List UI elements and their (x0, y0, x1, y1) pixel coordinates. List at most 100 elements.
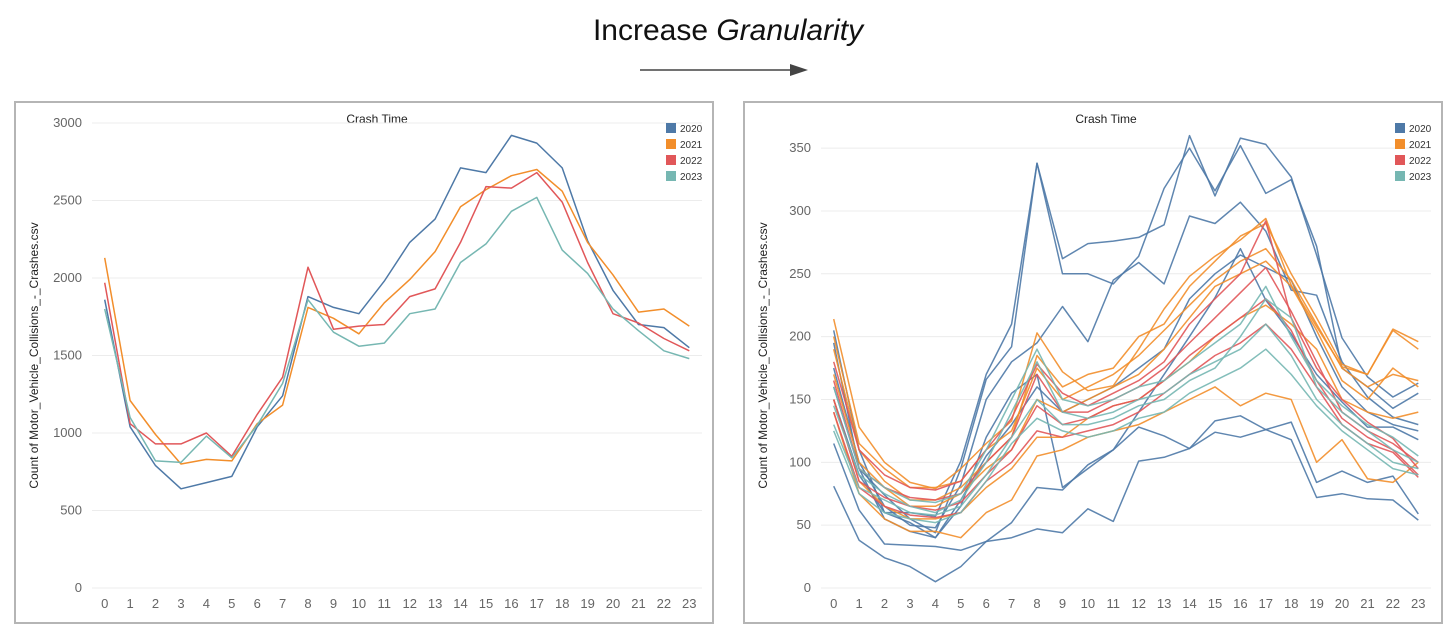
x-tick-label: 3 (906, 596, 913, 611)
legend-label: 2021 (680, 140, 703, 151)
chart-title: Crash Time (346, 112, 408, 126)
y-tick-label: 100 (789, 454, 811, 469)
x-tick-label: 2 (152, 596, 159, 611)
x-tick-label: 1 (856, 596, 863, 611)
series-line-2021 (832, 247, 1419, 489)
x-tick-label: 12 (1131, 596, 1145, 611)
series-line-2022 (103, 171, 690, 458)
y-tick-label: 500 (60, 503, 82, 518)
legend-label: 2023 (680, 172, 703, 183)
legend-swatch (666, 171, 676, 181)
chart-panel-monthly: Crash Time 0 50 100 150 200 250 300 350 0 1 2 3 4 5 6 7 8… (743, 101, 1443, 624)
series-line-2020 (832, 254, 1419, 539)
series-line-2022 (832, 220, 1419, 491)
y-tick-label: 1000 (53, 425, 82, 440)
legend-swatch (1395, 139, 1405, 149)
headline-plain: Increase (592, 14, 717, 47)
legend-label: 2022 (680, 156, 703, 167)
y-tick-label: 2000 (53, 270, 82, 285)
x-tick-label: 7 (279, 596, 286, 611)
x-tick-label: 16 (1233, 596, 1247, 611)
x-tick-label: 9 (330, 596, 337, 611)
x-tick-label: 4 (203, 596, 210, 611)
x-tick-label: 19 (580, 596, 594, 611)
y-tick-label: 150 (789, 391, 811, 406)
series-line-2023 (832, 285, 1419, 504)
x-tick-label: 0 (830, 596, 837, 611)
x-tick-label: 18 (1284, 596, 1298, 611)
x-tick-label: 3 (177, 596, 184, 611)
x-tick-label: 4 (932, 596, 939, 611)
y-tick-label: 0 (75, 580, 82, 595)
y-tick-label: 2500 (53, 193, 82, 208)
series-line-2021 (832, 217, 1419, 490)
x-tick-label: 16 (504, 596, 518, 611)
x-tick-label: 6 (983, 596, 990, 611)
x-tick-label: 15 (479, 596, 493, 611)
legend-swatch (666, 139, 676, 149)
series-line-2022 (832, 323, 1419, 519)
series-line-2020 (832, 247, 1419, 539)
series-line-2020 (832, 201, 1419, 529)
y-tick-label: 50 (797, 517, 811, 532)
x-tick-label: 12 (402, 596, 416, 611)
y-tick-label: 300 (789, 203, 811, 218)
legend-swatch (1395, 171, 1405, 181)
x-tick-label: 22 (657, 596, 671, 611)
x-tick-label: 1 (127, 596, 134, 611)
x-tick-label: 14 (453, 596, 467, 611)
series-line-2020 (832, 415, 1419, 552)
series-line-2021 (832, 260, 1419, 508)
x-tick-label: 17 (1259, 596, 1273, 611)
x-tick-label: 7 (1008, 596, 1015, 611)
y-axis-title: Count of Motor_Vehicle_Collisions_-_Cras… (756, 222, 770, 488)
x-tick-label: 23 (1411, 596, 1425, 611)
series-line-2020 (833, 428, 1419, 583)
x-tick-label: 2 (881, 596, 888, 611)
series-line-2023 (833, 348, 1419, 524)
series-line-2023 (832, 323, 1419, 514)
x-tick-label: 8 (1033, 596, 1040, 611)
y-tick-label: 250 (789, 266, 811, 281)
legend-label: 2021 (1409, 140, 1432, 151)
x-tick-label: 8 (304, 596, 311, 611)
legend-swatch (1395, 123, 1405, 133)
y-tick-label: 350 (789, 140, 811, 155)
legend-label: 2020 (1409, 124, 1432, 135)
x-tick-label: 19 (1309, 596, 1323, 611)
page-headline: Increase Granularity (0, 14, 1456, 48)
legend-swatch (1395, 155, 1405, 165)
x-tick-label: 11 (378, 596, 392, 611)
x-tick-label: 6 (254, 596, 261, 611)
y-tick-label: 3000 (53, 115, 82, 130)
right-arrow-icon (640, 64, 808, 76)
legend-label: 2022 (1409, 156, 1432, 167)
x-tick-label: 18 (555, 596, 569, 611)
x-tick-label: 10 (1081, 596, 1095, 611)
series-line-2023 (103, 196, 690, 464)
headline-emphasis: Granularity (716, 14, 864, 47)
x-tick-label: 11 (1107, 596, 1121, 611)
legend-label: 2020 (680, 124, 703, 135)
series-line-2020 (832, 134, 1419, 518)
x-tick-label: 17 (530, 596, 544, 611)
series-line-2021 (832, 222, 1419, 501)
series-line-2021 (832, 386, 1419, 539)
x-tick-label: 14 (1182, 596, 1196, 611)
series-line-2022 (832, 298, 1419, 511)
x-tick-label: 21 (1360, 596, 1374, 611)
chart-panel-yearly: Crash Time 0 500 1000 1500 2000 2500 3000 0 1 2 3 4 5… (14, 101, 714, 624)
series-line-2020 (103, 134, 690, 490)
legend-swatch (666, 123, 676, 133)
series-line-2020 (832, 144, 1419, 534)
x-tick-label: 20 (1335, 596, 1349, 611)
x-tick-label: 9 (1059, 596, 1066, 611)
chart-title: Crash Time (1075, 112, 1137, 126)
legend-label: 2023 (1409, 172, 1432, 183)
y-tick-label: 0 (804, 580, 811, 595)
y-axis-title: Count of Motor_Vehicle_Collisions_-_Cras… (27, 222, 41, 488)
x-tick-label: 20 (606, 596, 620, 611)
legend-swatch (666, 155, 676, 165)
